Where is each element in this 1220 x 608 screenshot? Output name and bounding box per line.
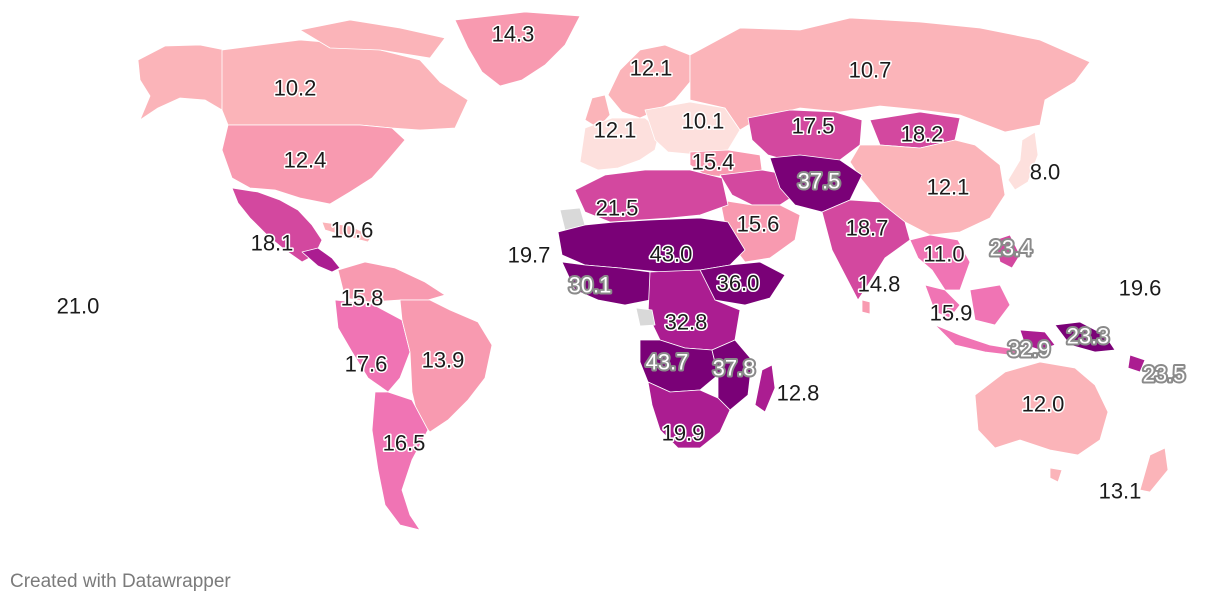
value-label-madagascar: 12.8 [777, 381, 820, 406]
region-papua [1054, 321, 1116, 353]
region-gabon [635, 307, 656, 327]
region-caribbean [321, 221, 373, 243]
value-label-colombia: 15.8 [341, 286, 384, 311]
value-label-mexico: 18.1 [251, 231, 294, 256]
world-choropleth-map: 14.3 10.2 12.4 18.1 10.6 21.0 15.8 13.9 17.6 16.5… [55, 11, 1187, 531]
region-malaysia [924, 284, 961, 319]
value-label-philippines: 23.4 [990, 236, 1033, 261]
value-label-angola: 43.7 [646, 350, 689, 375]
value-label-japan: 8.0 [1030, 160, 1061, 185]
value-label-scandinavia: 12.1 [630, 56, 673, 81]
value-label-kazakhstan: 17.5 [792, 114, 835, 139]
region-greenland [454, 11, 581, 87]
region-peru-bolivia [334, 299, 411, 393]
value-label-afghanistan: 37.5 [798, 169, 841, 194]
value-label-melanesia: 23.5 [1143, 362, 1186, 387]
value-label-arabia: 15.6 [737, 212, 780, 237]
region-western-europe [579, 117, 661, 171]
value-label-australia: 12.0 [1022, 392, 1065, 417]
region-kazakhstan [747, 109, 863, 165]
land-regions [137, 11, 1169, 531]
region-madagascar [754, 364, 776, 413]
credit-text: Created with Datawrapper [10, 571, 231, 592]
region-borneo [969, 284, 1011, 326]
region-new-zealand [1139, 447, 1169, 493]
region-brazil [399, 299, 493, 433]
region-southern-cone [371, 391, 429, 531]
value-label-east-africa: 36.0 [717, 271, 760, 296]
value-label-new-zealand: 13.1 [1099, 479, 1142, 504]
value-label-russia: 10.7 [849, 58, 892, 83]
region-usa [221, 124, 406, 205]
value-label-usa: 12.4 [284, 148, 327, 173]
value-label-indochina: 11.0 [923, 242, 964, 267]
value-label-india: 18.7 [846, 216, 889, 241]
value-label-west-africa: 30.1 [569, 273, 612, 298]
value-label-greenland: 14.3 [492, 22, 535, 47]
region-china [849, 139, 1006, 236]
value-label-turkey: 15.4 [692, 150, 735, 175]
region-north-africa [574, 169, 729, 223]
value-label-western-europe: 12.1 [594, 118, 637, 143]
region-melanesia [1127, 354, 1146, 373]
value-label-caribbean: 10.6 [331, 218, 374, 243]
region-philippines [994, 234, 1021, 269]
value-label-canada: 10.2 [274, 76, 317, 101]
value-label-peru: 17.6 [345, 352, 388, 377]
value-label-argentina: 16.5 [383, 431, 426, 456]
value-label-papua: 23.3 [1067, 324, 1110, 349]
value-label-china: 12.1 [927, 175, 970, 200]
region-mozambique [711, 339, 753, 411]
value-label-south-africa: 19.9 [662, 421, 705, 446]
value-label-mongolia: 18.2 [901, 122, 944, 147]
value-label-sahel: 43.0 [650, 242, 693, 267]
region-indochina [909, 234, 971, 291]
region-japan [1007, 131, 1039, 191]
value-label-eastern-europe: 10.1 [682, 109, 725, 134]
value-label-malaysia: 15.9 [930, 301, 973, 326]
region-sumatra-java [934, 324, 1021, 357]
region-tasmania [1049, 467, 1063, 483]
region-arctic-islands [299, 19, 446, 59]
value-label-pacific-east: 21.0 [57, 294, 100, 319]
value-label-central-africa: 32.8 [665, 310, 708, 335]
region-horn-of-africa [699, 261, 786, 306]
region-india [821, 199, 911, 301]
value-label-sri-lanka: 14.8 [858, 272, 901, 297]
region-angola-drc [639, 339, 719, 393]
region-sri-lanka [861, 299, 871, 315]
region-australia [974, 361, 1109, 456]
value-label-mozambique: 37.8 [713, 356, 756, 381]
value-label-north-africa: 21.5 [596, 196, 639, 221]
value-label-brazil: 13.9 [422, 348, 465, 373]
value-labels: 14.3 10.2 12.4 18.1 10.6 21.0 15.8 13.9 17.6 16.5… [55, 20, 1187, 505]
region-southern-africa [647, 381, 731, 449]
value-label-west-coast: 19.7 [508, 243, 551, 268]
value-label-timor: 32.9 [1008, 337, 1051, 362]
region-alaska [137, 44, 226, 121]
region-central-america [301, 247, 341, 273]
region-south-america-north [337, 261, 446, 303]
region-timor [1019, 329, 1056, 351]
value-label-micronesia: 19.6 [1119, 276, 1162, 301]
